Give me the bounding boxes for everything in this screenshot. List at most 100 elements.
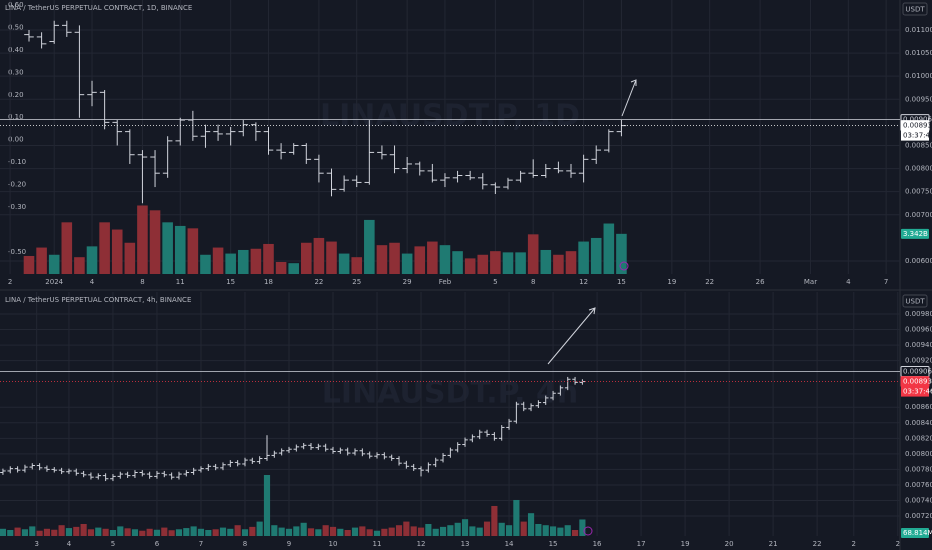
volume-bar [111, 229, 123, 274]
trend-arrow [547, 307, 596, 365]
volume-bar [307, 528, 315, 536]
volume-bar [205, 529, 212, 536]
volume-bar [527, 234, 539, 274]
volume-bar [364, 219, 375, 274]
volume-bar [293, 526, 300, 536]
volume-bar [73, 526, 80, 536]
x-tick-label: 19 [681, 540, 690, 548]
volume-bar [200, 254, 211, 274]
volume-bar [505, 525, 513, 536]
volume-bar [410, 526, 417, 536]
y2-tick-label: 0.40 [8, 46, 24, 54]
x-tick-label: 3 [34, 540, 38, 548]
volume-bar [241, 529, 249, 536]
volume-bar [427, 241, 438, 274]
volume-bar [0, 528, 7, 536]
x-tick-label: 5 [493, 278, 497, 286]
volume-bar [616, 233, 627, 274]
volume-bar [36, 247, 47, 274]
volume-bar [439, 526, 447, 536]
x-tick-label: 14 [505, 540, 514, 548]
volume-bar [212, 247, 224, 274]
countdown: 03:37:46 [903, 132, 932, 140]
volume-bar [146, 528, 153, 536]
y2-tick-label: 0.00 [8, 136, 24, 144]
unit-box [902, 294, 928, 308]
volume-bar [351, 257, 363, 274]
volume-bar [43, 528, 51, 536]
volume-bar [249, 526, 256, 536]
y-tick-label: 0.00600 [905, 257, 932, 265]
price-label: 0.00906 [903, 367, 932, 375]
volume-bar [515, 252, 526, 274]
x-tick-label: 5 [111, 540, 115, 548]
y2-tick-label: -0.50 [8, 248, 26, 256]
y-tick-label: 0.00820 [905, 434, 932, 442]
volume-bar [124, 528, 131, 536]
x-tick-label: 26 [756, 278, 765, 286]
watermark: LINAUSDT.P, 1D [320, 99, 580, 134]
y-tick-label: 0.00800 [905, 450, 932, 458]
y2-tick-label: 0.60 [8, 1, 24, 9]
x-tick-label: 25 [352, 278, 361, 286]
y-tick-label: 0.00960 [905, 326, 932, 334]
volume-bar [21, 529, 29, 536]
x-tick-label: 9 [287, 540, 291, 548]
volume-bar [288, 263, 299, 274]
x-tick-label: 10 [329, 540, 338, 548]
event-marker[interactable] [583, 526, 593, 536]
x-tick-label: 13 [461, 540, 470, 548]
volume-bar [395, 525, 403, 536]
volume-bar [542, 525, 549, 536]
x-tick-label: 8 [140, 278, 144, 286]
volume-bar [502, 252, 514, 274]
volume-bar [359, 526, 366, 536]
y-tick-label: 0.00720 [905, 512, 932, 520]
volume-bar [498, 522, 505, 536]
volume-bar [149, 210, 161, 274]
volume-label-box [901, 228, 929, 239]
volume-bar [326, 241, 337, 274]
price-label: 0.00893 [903, 122, 932, 130]
volume-bar [578, 241, 589, 274]
x-tick-label: 11 [176, 278, 185, 286]
volume-bar [513, 499, 520, 536]
y-tick-label: 0.00840 [905, 419, 932, 427]
y-tick-label: 0.00850 [905, 141, 932, 149]
trend-arrow [621, 79, 637, 117]
volume-bar [351, 527, 359, 536]
y-tick-label: 0.01100 [905, 26, 932, 34]
x-tick-label: 21 [769, 540, 778, 548]
volume-bar [329, 526, 337, 536]
y2-tick-label: -0.30 [8, 203, 26, 211]
volume-bar [36, 530, 43, 536]
countdown-box [901, 386, 929, 397]
volume-bar [95, 527, 102, 536]
volume-bar [139, 530, 146, 536]
volume-bar [263, 243, 274, 274]
volume-bar [174, 225, 186, 274]
volume-bar [212, 529, 219, 536]
volume-bar [237, 249, 249, 274]
volume-bar [338, 253, 350, 274]
watermark: LINAUSDT.P, 4h [322, 376, 578, 411]
volume-bar [168, 530, 175, 536]
volume-bar [219, 527, 227, 536]
volume-bar [7, 529, 14, 536]
x-tick-label: 22 [705, 278, 714, 286]
volume-bar [153, 529, 161, 536]
volume-bar [549, 526, 557, 536]
x-tick-label: 4 [67, 540, 72, 548]
x-tick-label: 15 [549, 540, 558, 548]
x-tick-label: 29 [403, 278, 412, 286]
y2-tick-label: 0.20 [8, 91, 24, 99]
x-tick-label: 6 [155, 540, 160, 548]
volume-bar [124, 242, 136, 274]
volume-label: 68.814M [903, 529, 932, 537]
event-marker[interactable] [619, 261, 629, 271]
volume-bar [86, 246, 98, 274]
x-tick-label: 12 [579, 278, 588, 286]
